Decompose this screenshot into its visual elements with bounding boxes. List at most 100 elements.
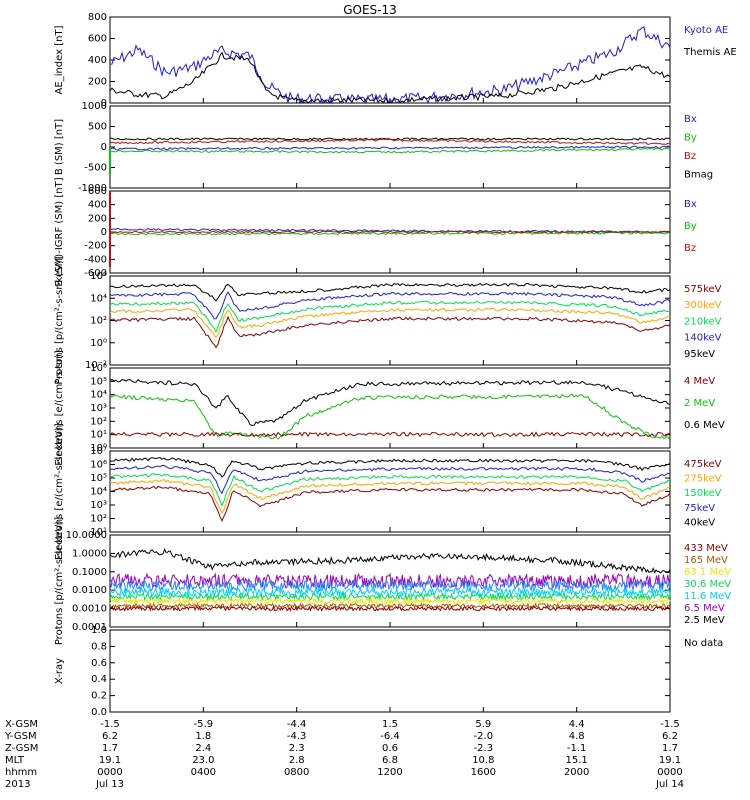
y-axis-label: Protons [p/(cm²-s-sr-keV)] — [54, 256, 65, 384]
legend-300kev: 300keV — [684, 300, 722, 311]
legend-2.5-mev: 2.5 MeV — [684, 615, 725, 626]
p95kev-trace — [109, 282, 671, 302]
xaxis-value: 5.9 — [475, 719, 491, 730]
legend-11.6-mev: 11.6 MeV — [684, 591, 731, 602]
e40kev-trace — [109, 456, 671, 478]
y-axis-label: B (SM)-IGRF (SM) [nT] — [54, 177, 65, 286]
kyoto-ae-trace — [109, 26, 671, 105]
xaxis-value: 0000 — [657, 767, 682, 778]
y-axis-label: Electrons [e/(cm²-s-sr)] — [54, 350, 65, 466]
xaxis-value: 1600 — [471, 767, 496, 778]
legend-210kev: 210keV — [684, 316, 722, 327]
panel-bsm: -1000 -500 0 500 1000 B (SM) [nT] Bx By Bz Bmag — [54, 26, 713, 194]
xaxis-value: 4.4 — [569, 719, 585, 730]
y-axis-label: Protons [p/(cm²-s-sr-keV)] — [54, 517, 65, 645]
legend-themis-ae: Themis AE — [683, 47, 737, 58]
ytick-label: 0.1000 — [72, 567, 107, 578]
ytick-label: 10⁻² — [85, 360, 107, 371]
p2p5mev-trace — [109, 547, 671, 574]
legend-2-mev: 2 MeV — [684, 398, 715, 409]
panel-electrons2: 10¹ 10² 10³ 10⁴ 10⁵ 10⁶ 10⁷ Electrons [e/(cm²-s… — [54, 378, 722, 560]
by-diff-trace — [109, 231, 671, 236]
p30p6mev-trace — [109, 591, 671, 602]
xaxis-value: 2000 — [564, 767, 589, 778]
xaxis-value: -1.5 — [100, 719, 120, 730]
ytick-label: 0 — [101, 98, 107, 109]
ytick-label: 10² — [90, 416, 107, 427]
xaxis-value: 19.1 — [99, 755, 121, 766]
panel-xray: 0.0 0.2 0.4 0.6 0.8 1.0 X-ray No data — [54, 547, 723, 718]
xaxis-value: -5.9 — [194, 719, 214, 730]
ytick-label: 0.8 — [91, 641, 107, 652]
ytick-label: 10³ — [90, 500, 107, 511]
plot-title: GOES-13 — [343, 3, 397, 17]
xaxis-row-label: MLT — [5, 755, 25, 766]
ytick-label: 0 — [101, 227, 107, 238]
ytick-label: -200 — [84, 241, 107, 252]
ytick-label: 10⁰ — [90, 443, 107, 454]
xaxis-row-label: Z-GSM — [5, 743, 38, 754]
xaxis-value: 2.3 — [289, 743, 305, 754]
ytick-label: 10⁴ — [90, 390, 107, 401]
e2mev-trace — [109, 393, 671, 441]
xaxis-value: -4.4 — [287, 719, 307, 730]
legend-by: By — [684, 221, 697, 232]
e150kev-trace — [109, 473, 671, 507]
xaxis-value: 1200 — [377, 767, 402, 778]
ytick-label: 1000 — [82, 101, 107, 112]
ytick-label: 10.0000 — [66, 530, 107, 541]
ytick-label: 1.0000 — [72, 548, 107, 559]
xaxis-value: 0800 — [284, 767, 309, 778]
bz-trace — [109, 138, 671, 146]
xaxis-row-label: hhmm — [5, 767, 37, 778]
e75kev-trace — [109, 464, 671, 495]
xaxis-value: -2.0 — [474, 731, 494, 742]
legend-bmag: Bmag — [684, 170, 713, 181]
legend-4-mev: 4 MeV — [684, 376, 715, 387]
xaxis-value: 0.6 — [382, 743, 398, 754]
xaxis-value: 2.8 — [289, 755, 305, 766]
xaxis-value: -2.3 — [474, 743, 494, 754]
themis-ae-trace — [109, 51, 671, 104]
xaxis-value: 0000 — [97, 767, 122, 778]
xaxis-value: -6.4 — [380, 731, 400, 742]
ytick-label: 0.6 — [91, 658, 107, 669]
xaxis-row-label: 2013 — [5, 779, 30, 790]
legend-150kev: 150keV — [684, 488, 722, 499]
ytick-label: -1000 — [78, 183, 107, 194]
legend-275kev: 275keV — [684, 474, 722, 485]
p300kev-trace — [109, 307, 670, 339]
ytick-label: 10¹ — [90, 430, 107, 441]
xaxis-value: -1.5 — [660, 719, 680, 730]
panel-frame — [109, 629, 671, 713]
xaxis-value: 23.0 — [192, 755, 214, 766]
xaxis-value: 15.1 — [566, 755, 588, 766]
xaxis-value: 0400 — [191, 767, 216, 778]
p11p6mev-band — [109, 586, 671, 598]
xaxis-value: 1.7 — [102, 743, 118, 754]
y-axis-label: Electrons [e/(cm²-s-sr-keV)] — [54, 423, 65, 560]
ytick-label: 0.0010 — [72, 604, 107, 615]
panel-ae: 0 200 400 600 800 AE_index [nT] Kyoto AE Themis… — [54, 12, 737, 109]
ytick-label: 0.0001 — [72, 622, 107, 633]
legend-0.6-mev: 0.6 MeV — [684, 420, 725, 431]
panel-frame — [109, 534, 671, 628]
panel-protons1: 10⁻² 10⁰ 10² 10⁴ 10⁶ Protons [p/(cm²-s-sr-keV… — [54, 191, 722, 385]
ytick-label: 10⁷ — [90, 446, 107, 457]
by-trace — [110, 147, 671, 154]
legend-6.5-mev: 6.5 MeV — [684, 603, 725, 614]
ytick-label: 500 — [88, 122, 107, 133]
legend-63.1-mev: 63.1 MeV — [684, 567, 731, 578]
xaxis-row-label: Y-GSM — [4, 731, 37, 742]
bx-trace — [109, 145, 671, 151]
ytick-label: 600 — [88, 186, 107, 197]
p210kev-trace — [109, 300, 671, 334]
ytick-label: 10⁶ — [90, 460, 107, 471]
ytick-label: 800 — [88, 12, 107, 23]
p63p1mev-trace — [109, 596, 671, 606]
ytick-label: 0 — [101, 142, 107, 153]
p140kev-trace — [109, 291, 671, 320]
xaxis-value: 10.8 — [472, 755, 494, 766]
ytick-label: 0.2 — [91, 691, 107, 702]
